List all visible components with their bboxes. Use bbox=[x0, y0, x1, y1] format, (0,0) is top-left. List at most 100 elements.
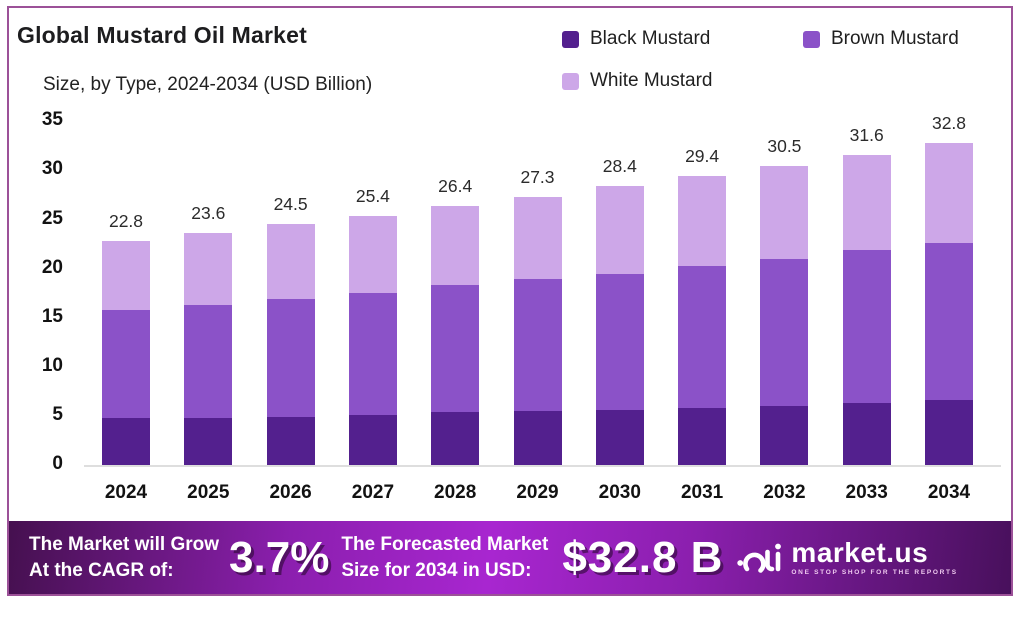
bar-total-label: 30.5 bbox=[767, 135, 802, 156]
bar-group-2025: 23.6 bbox=[184, 203, 233, 465]
bar-group-2034: 32.8 bbox=[925, 113, 973, 465]
x-axis-label-2026: 2026 bbox=[269, 482, 312, 503]
bar-segment-white-mustard bbox=[595, 186, 644, 274]
bar-segment-black-mustard bbox=[842, 403, 891, 465]
market-us-logo-icon bbox=[737, 543, 782, 573]
bar-group-2028: 26.4 bbox=[431, 176, 480, 465]
x-axis-label-2027: 2027 bbox=[351, 482, 395, 503]
legend-label: Brown Mustard bbox=[831, 28, 959, 49]
infographic-frame: Global Mustard Oil Market Size, by Type,… bbox=[7, 6, 1013, 596]
x-axis-label-2025: 2025 bbox=[187, 482, 230, 503]
bar-group-2027: 25.4 bbox=[348, 186, 397, 465]
bar-segment-brown-mustard bbox=[431, 285, 480, 412]
bar-segment-brown-mustard bbox=[760, 258, 809, 407]
cagr-label-line: The Market will Grow bbox=[29, 534, 220, 556]
y-axis-tick-label: 15 bbox=[41, 305, 63, 327]
bar-total-label: 24.5 bbox=[273, 194, 308, 215]
page-title: Global Mustard Oil Market bbox=[17, 22, 307, 48]
bar-group-2032: 30.5 bbox=[760, 136, 809, 465]
cagr-label: The Market will Grow At the CAGR of: bbox=[29, 532, 219, 582]
bar-segment-white-mustard bbox=[184, 233, 233, 305]
forecast-label-line: The Forecasted Market bbox=[341, 534, 549, 556]
bar-segment-white-mustard bbox=[760, 165, 809, 259]
legend-swatch-black-mustard bbox=[562, 30, 579, 48]
forecast-value: $32.8 B bbox=[562, 532, 724, 582]
legend-item-white-mustard: White Mustard bbox=[562, 70, 712, 92]
forecast-label-line: Size for 2034 in USD: bbox=[341, 559, 532, 581]
bar-segment-brown-mustard bbox=[925, 243, 973, 401]
bar-segment-black-mustard bbox=[102, 417, 150, 465]
bar-segment-black-mustard bbox=[348, 414, 397, 465]
bar-segment-white-mustard bbox=[431, 205, 480, 286]
bar-segment-brown-mustard bbox=[678, 265, 727, 409]
bar-segment-brown-mustard bbox=[184, 304, 233, 418]
bar-segment-white-mustard bbox=[678, 176, 727, 266]
bar-segment-white-mustard bbox=[513, 196, 562, 280]
forecast-label: The Forecasted Market Size for 2034 in U… bbox=[341, 532, 548, 582]
bar-group-2030: 28.4 bbox=[595, 156, 644, 465]
plot-area: 0 5 10 15 20 25 30 35 22.8 23.6 24.5 25.4 26.4 27.3 28… bbox=[9, 8, 1011, 474]
y-axis-tick-label: 5 bbox=[52, 403, 63, 425]
bar-segment-brown-mustard bbox=[842, 249, 891, 404]
y-axis-tick-label: 25 bbox=[41, 207, 63, 229]
bar-total-label: 32.8 bbox=[931, 112, 967, 133]
legend-item-brown-mustard: Brown Mustard bbox=[803, 28, 959, 50]
bar-segment-black-mustard bbox=[595, 410, 644, 465]
x-axis-baseline bbox=[84, 465, 1001, 467]
y-axis-tick-label: 0 bbox=[52, 453, 63, 474]
brand-text: market.us ONE STOP SHOP FOR THE REPORTS bbox=[791, 536, 958, 577]
x-axis-label-2030: 2030 bbox=[598, 482, 641, 503]
legend-label: White Mustard bbox=[590, 70, 713, 91]
page-subtitle: Size, by Type, 2024-2034 (USD Billion) bbox=[43, 74, 373, 95]
bar-segment-black-mustard bbox=[266, 416, 315, 465]
bar-total-label: 29.4 bbox=[685, 146, 720, 167]
y-axis-tick-label: 35 bbox=[41, 109, 63, 131]
legend-swatch-brown-mustard bbox=[803, 30, 820, 48]
x-axis-label-2034: 2034 bbox=[927, 482, 971, 503]
brand-name: market.us bbox=[791, 536, 929, 568]
brand-tagline: ONE STOP SHOP FOR THE REPORTS bbox=[791, 568, 958, 576]
bar-group-2033: 31.6 bbox=[842, 125, 891, 465]
legend-label: Black Mustard bbox=[590, 28, 711, 49]
bar-segment-black-mustard bbox=[760, 406, 809, 465]
bar-total-label: 25.4 bbox=[355, 185, 390, 206]
cagr-label-line: At the CAGR of: bbox=[29, 559, 174, 581]
x-axis-label-2024: 2024 bbox=[104, 482, 148, 503]
bar-segment-brown-mustard bbox=[266, 299, 315, 417]
bar-segment-white-mustard bbox=[348, 215, 397, 294]
bar-group-2024: 22.8 bbox=[102, 211, 150, 465]
x-axis-label-2033: 2033 bbox=[845, 482, 888, 503]
y-axis-tick-label: 30 bbox=[41, 158, 63, 180]
bar-segment-black-mustard bbox=[925, 400, 973, 465]
bar-segment-white-mustard bbox=[925, 142, 973, 244]
x-axis-label-2032: 2032 bbox=[763, 482, 806, 503]
y-axis-tick-label: 10 bbox=[41, 354, 63, 376]
legend-item-black-mustard: Black Mustard bbox=[562, 28, 710, 50]
legend-swatch-white-mustard bbox=[562, 72, 579, 90]
market-us-brand: market.us ONE STOP SHOP FOR THE REPORTS bbox=[737, 536, 958, 577]
x-axis-label-2028: 2028 bbox=[434, 482, 477, 503]
bar-segment-brown-mustard bbox=[595, 273, 644, 411]
cagr-value: 3.7% bbox=[229, 532, 330, 582]
bar-segment-white-mustard bbox=[266, 224, 315, 300]
bar-segment-black-mustard bbox=[513, 411, 562, 465]
bar-segment-white-mustard bbox=[102, 241, 150, 310]
y-axis-tick-label: 20 bbox=[41, 256, 63, 278]
bar-group-2031: 29.4 bbox=[678, 146, 727, 465]
bar-segment-brown-mustard bbox=[102, 309, 150, 418]
bar-total-label: 22.8 bbox=[108, 211, 144, 232]
bar-segment-black-mustard bbox=[678, 408, 727, 465]
bar-total-label: 23.6 bbox=[191, 203, 226, 224]
x-axis-label-2031: 2031 bbox=[680, 482, 724, 503]
bar-segment-brown-mustard bbox=[513, 279, 562, 411]
bar-group-2026: 24.5 bbox=[266, 194, 315, 465]
bar-segment-white-mustard bbox=[842, 154, 891, 250]
bar-total-label: 26.4 bbox=[438, 175, 473, 196]
bar-total-label: 27.3 bbox=[520, 166, 555, 187]
footer-band: The Market will Grow At the CAGR of: 3.7… bbox=[9, 521, 1011, 594]
bar-group-2029: 27.3 bbox=[513, 167, 562, 465]
bar-segment-black-mustard bbox=[184, 417, 233, 465]
bar-segment-brown-mustard bbox=[348, 293, 397, 415]
bar-total-label: 28.4 bbox=[602, 156, 637, 177]
bar-total-label: 31.6 bbox=[849, 124, 884, 145]
